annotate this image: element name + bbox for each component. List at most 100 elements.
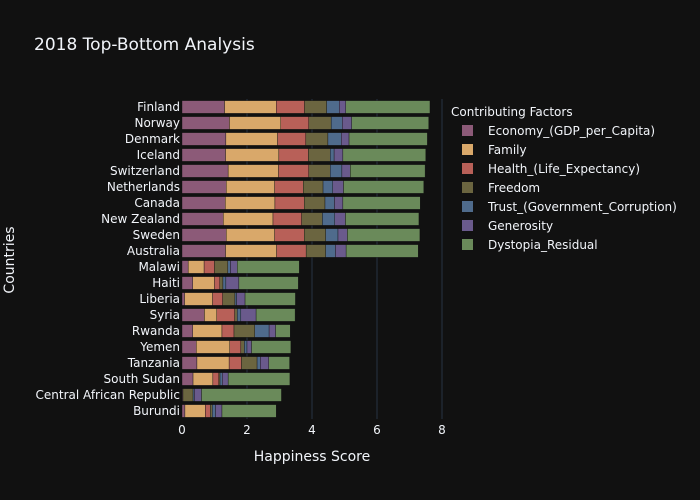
bar-segment <box>244 292 296 306</box>
bar-segment <box>214 260 229 274</box>
bar-segment <box>345 100 431 114</box>
bar-segment <box>274 228 305 242</box>
bar-segment <box>274 180 304 194</box>
bar-segment <box>305 244 326 258</box>
bar-segment <box>234 292 237 306</box>
y-tick-label: Australia <box>127 244 180 258</box>
y-tick-label: South Sudan <box>104 372 181 386</box>
bar-segment <box>219 276 224 290</box>
bar-segment <box>203 260 215 274</box>
bar-segment <box>304 228 326 242</box>
bar-segment <box>277 132 307 146</box>
bar-segment <box>229 116 281 130</box>
bar-segment <box>238 276 299 290</box>
bar-segment <box>225 132 278 146</box>
y-axis-title: Countries <box>2 226 18 293</box>
bar-segment <box>278 164 309 178</box>
bar-segment <box>327 132 342 146</box>
chart-title: 2018 Top-Bottom Analysis <box>34 35 255 55</box>
bar-segment <box>225 196 276 210</box>
bar-segment <box>212 404 216 418</box>
bar-segment <box>225 244 277 258</box>
bar-segment <box>181 292 185 306</box>
x-tick-label: 8 <box>438 423 446 437</box>
bar-segment <box>246 340 252 354</box>
legend-title: Contributing Factors <box>451 105 573 119</box>
bar-segment <box>181 196 226 210</box>
bars <box>181 100 431 418</box>
legend-swatch <box>462 163 473 174</box>
bar-segment <box>305 132 329 146</box>
x-tick-label: 4 <box>308 423 316 437</box>
bar-segment <box>304 100 327 114</box>
bar-segment <box>214 276 220 290</box>
bar-segment <box>275 324 291 338</box>
bar-segment <box>342 196 421 210</box>
legend-label: Health_(Life_Expectancy) <box>488 162 640 176</box>
bar-segment <box>181 100 225 114</box>
bar-segment <box>196 340 230 354</box>
bar-segment <box>303 180 324 194</box>
bar-segment <box>240 308 257 322</box>
bar-segment <box>237 308 242 322</box>
bar-segment <box>192 372 214 386</box>
legend-label: Dystopia_Residual <box>488 238 598 252</box>
bar-segment <box>343 180 424 194</box>
bar-segment <box>308 116 332 130</box>
y-tick-label: Norway <box>134 116 180 130</box>
bar-segment <box>256 356 261 370</box>
bar-segment <box>225 228 275 242</box>
bar-segment <box>181 356 198 370</box>
bar-segment <box>268 356 290 370</box>
bar-segment <box>276 244 307 258</box>
bar-segment <box>192 276 215 290</box>
y-tick-label: Sweden <box>133 228 180 242</box>
bar-segment <box>334 196 344 210</box>
bar-segment <box>276 100 305 114</box>
bar-segment <box>240 340 245 354</box>
bar-segment <box>196 356 230 370</box>
y-tick-label: Rwanda <box>132 324 180 338</box>
bar-segment <box>222 276 227 290</box>
bar-segment <box>334 212 346 226</box>
bar-segment <box>260 356 269 370</box>
bar-segment <box>181 308 205 322</box>
bar-segment <box>225 148 280 162</box>
y-tick-label: Liberia <box>139 292 180 306</box>
legend-swatch <box>462 239 473 250</box>
bar-segment <box>333 148 344 162</box>
bar-segment <box>225 180 275 194</box>
bar-segment <box>221 404 277 418</box>
bar-segment <box>233 324 255 338</box>
bar-segment <box>222 292 236 306</box>
bar-segment <box>339 100 346 114</box>
bar-segment <box>187 260 205 274</box>
bar-segment <box>227 372 291 386</box>
bar-segment <box>181 260 189 274</box>
bar-segment <box>223 212 274 226</box>
bar-segment <box>272 212 302 226</box>
bar-segment <box>342 148 426 162</box>
bar-segment <box>181 212 224 226</box>
bar-segment <box>212 292 223 306</box>
bar-segment <box>236 292 246 306</box>
legend-label: Family <box>488 143 527 157</box>
bar-segment <box>181 276 193 290</box>
legend-label: Generosity <box>488 219 553 233</box>
bar-segment <box>212 372 219 386</box>
bar-segment <box>274 196 305 210</box>
bar-segment <box>251 340 292 354</box>
bar-segment <box>204 308 217 322</box>
bar-segment <box>227 164 279 178</box>
bar-segment <box>322 212 335 226</box>
legend: Contributing Factors Economy_(GDP_per_Ca… <box>451 105 677 252</box>
bar-segment <box>325 244 336 258</box>
bar-segment <box>341 164 351 178</box>
y-tick-label: Syria <box>150 308 180 322</box>
bar-segment <box>224 100 277 114</box>
x-tick-labels: 0 2 4 6 8 <box>178 423 446 437</box>
bar-segment <box>184 292 213 306</box>
bar-segment <box>181 340 197 354</box>
bar-segment <box>241 356 258 370</box>
bar-segment <box>181 404 186 418</box>
